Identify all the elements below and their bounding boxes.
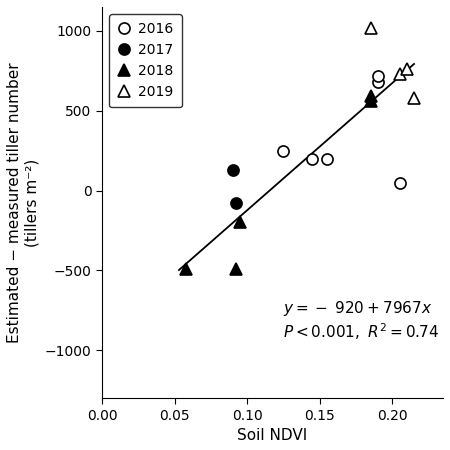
Legend: 2016, 2017, 2018, 2019: 2016, 2017, 2018, 2019	[109, 14, 182, 108]
X-axis label: Soil NDVI: Soil NDVI	[238, 428, 308, 443]
Text: $y = -\ 920 + 7967x$
$P < 0.001,\ R^2 = 0.74$: $y = -\ 920 + 7967x$ $P < 0.001,\ R^2 = …	[284, 299, 439, 342]
Y-axis label: Estimated − measured tiller number
(tillers m⁻²): Estimated − measured tiller number (till…	[7, 62, 39, 343]
